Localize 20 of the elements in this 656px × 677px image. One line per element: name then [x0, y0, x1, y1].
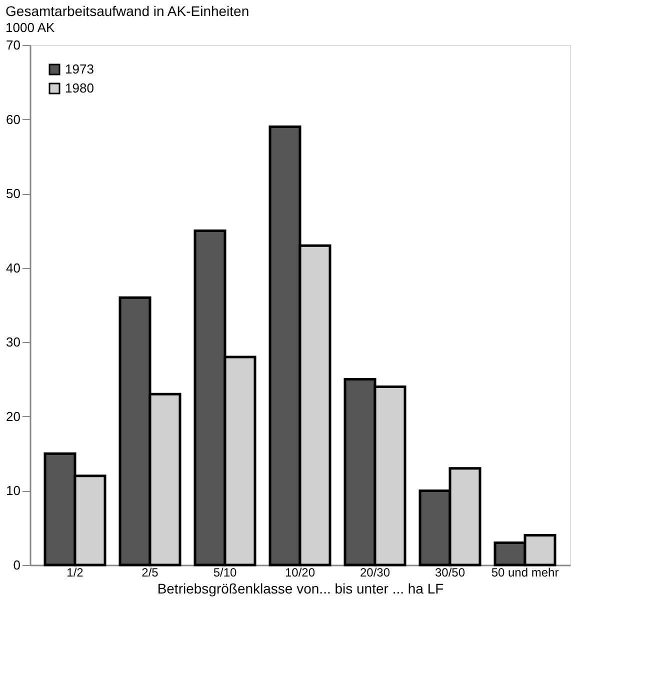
x-tick-label: 2/5 [142, 566, 159, 580]
y-tick-label: 40 [6, 260, 20, 276]
x-tick-label: 50 und mehr [491, 566, 559, 580]
legend-label: 1973 [65, 62, 94, 76]
legend-label: 1980 [65, 80, 94, 96]
x-axis-title: Betriebsgrößenklasse von... bis unter ... ha LF [157, 580, 444, 596]
y-tick-label: 50 [6, 186, 20, 202]
y-tick-label: 20 [6, 408, 20, 424]
chart-title: Gesamtarbeitsaufwand in AK-Einheiten [6, 3, 250, 19]
y-axis-title: 1000 AK [6, 20, 56, 35]
y-tick-label: 60 [6, 112, 20, 127]
y-tick-label: 0 [13, 558, 20, 572]
x-tick-label: 1/2 [66, 566, 84, 580]
y-tick-label: 70 [6, 38, 20, 52]
y-tick-label: 10 [6, 483, 20, 498]
x-tick-label: 30/50 [434, 566, 466, 580]
y-tick-label: 30 [6, 334, 20, 350]
x-tick-label: 10/20 [284, 566, 316, 580]
x-tick-label: 20/30 [360, 566, 390, 580]
x-tick-label: 5/10 [213, 566, 237, 580]
